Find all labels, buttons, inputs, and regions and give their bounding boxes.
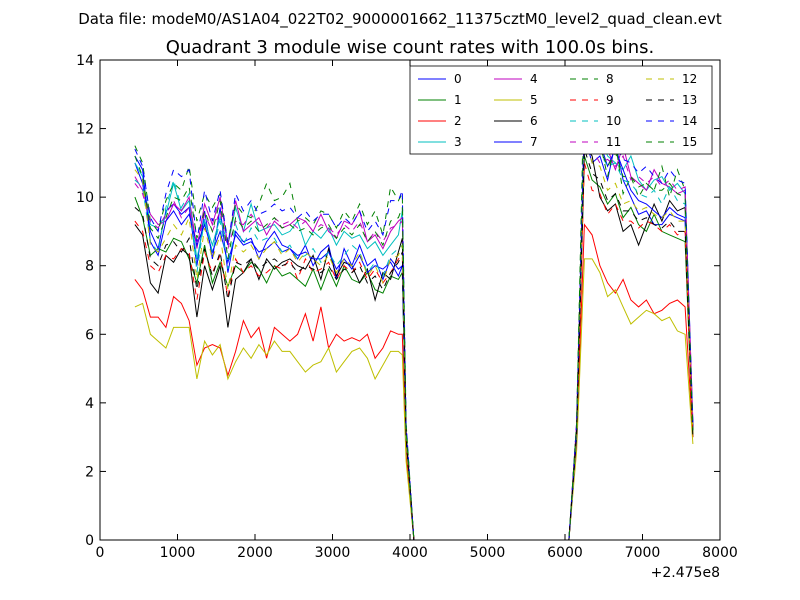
- x-tick-label: 1000: [160, 545, 196, 561]
- x-tick-label: 4000: [392, 545, 428, 561]
- x-offset-label: +2.475e8: [651, 565, 720, 581]
- series-line-1: [134, 155, 694, 541]
- legend-label-0: 0: [454, 72, 462, 86]
- series-line-10: [134, 111, 694, 541]
- x-axis-ticks: 0 1000 2000 3000 4000 5000 6000 7000 8000: [96, 60, 738, 561]
- legend-label-8: 8: [606, 72, 614, 86]
- x-tick-label: 0: [96, 545, 105, 561]
- legend-label-15: 15: [682, 135, 697, 149]
- chart-title: Quadrant 3 module wise count rates with …: [166, 37, 655, 58]
- legend-label-2: 2: [454, 114, 462, 128]
- series-line-15: [134, 66, 694, 541]
- series-line-6: [134, 144, 694, 541]
- legend-label-14: 14: [682, 114, 697, 128]
- legend-label-11: 11: [606, 135, 621, 149]
- series-line-4: [134, 121, 694, 541]
- series-line-5: [134, 258, 694, 541]
- y-tick-label: 14: [76, 53, 94, 69]
- legend-box: [409, 65, 713, 155]
- y-tick-label: 6: [85, 327, 94, 343]
- series-line-8: [134, 94, 694, 541]
- y-tick-label: 4: [85, 396, 94, 412]
- x-tick-label: 3000: [315, 545, 351, 561]
- series-line-13: [134, 148, 694, 541]
- x-tick-label: 2000: [237, 545, 273, 561]
- series-line-12: [134, 131, 694, 541]
- series-line-2: [134, 223, 694, 541]
- series-lines: [134, 66, 694, 541]
- legend-label-6: 6: [530, 114, 538, 128]
- legend-label-13: 13: [682, 93, 697, 107]
- x-tick-label: 6000: [547, 545, 583, 561]
- y-tick-label: 8: [85, 259, 94, 275]
- series-line-3: [134, 118, 694, 541]
- legend-label-5: 5: [530, 93, 538, 107]
- series-line-11: [134, 114, 694, 541]
- series-line-9: [134, 162, 694, 541]
- y-tick-label: 10: [76, 190, 94, 206]
- y-tick-label: 2: [85, 464, 94, 480]
- x-tick-label: 8000: [702, 545, 738, 561]
- y-tick-label: 0: [85, 533, 94, 549]
- legend-label-12: 12: [682, 72, 697, 86]
- legend-label-9: 9: [606, 93, 614, 107]
- legend-label-3: 3: [454, 135, 462, 149]
- legend-label-10: 10: [606, 114, 621, 128]
- series-line-0: [134, 135, 694, 541]
- x-tick-label: 7000: [625, 545, 661, 561]
- legend-label-4: 4: [530, 72, 538, 86]
- x-tick-label: 5000: [470, 545, 506, 561]
- legend-label-1: 1: [454, 93, 462, 107]
- data-file-suptitle: Data file: modeM0/AS1A04_022T02_90000016…: [78, 10, 722, 29]
- legend-label-7: 7: [530, 135, 538, 149]
- series-line-7: [134, 128, 694, 541]
- y-tick-label: 12: [76, 122, 94, 138]
